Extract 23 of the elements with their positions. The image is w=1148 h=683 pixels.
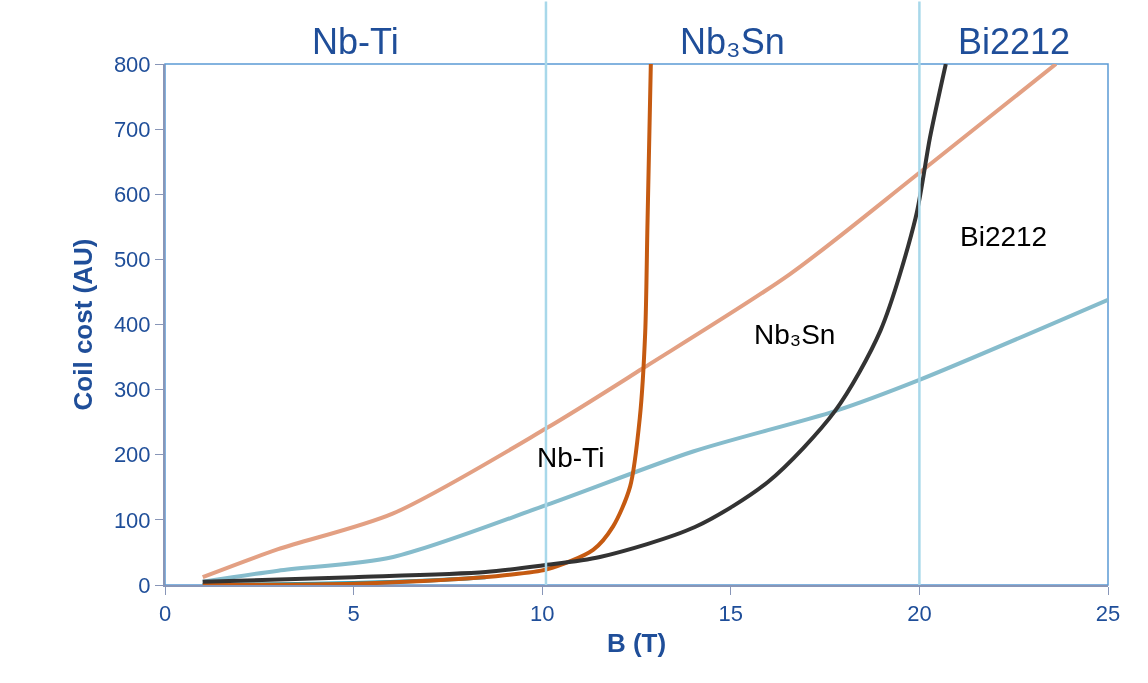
x-tick-label: 25 [1095,601,1121,627]
y-tick-label: 400 [113,312,151,338]
x-tick-label: 10 [529,601,555,627]
x-tick-label: 20 [907,601,932,627]
y-tick-label: 200 [113,442,151,468]
annotation: Nb-Ti [537,442,605,473]
x-tick-label: 0 [158,601,172,627]
annotation: Bi2212 [960,221,1048,252]
text: Bi2212 [958,21,1071,62]
y-tick-label: 0 [138,572,151,598]
y-tick-label: 100 [113,507,151,533]
y-tick-label: 500 [113,247,151,273]
x-tick-label: 15 [718,601,744,627]
x-tick-label: 5 [347,601,360,627]
text: Nb₃Sn [680,21,785,62]
text: Nb-Ti [312,21,399,62]
x-axis-title: B (T) [606,627,667,658]
y-tick-label: 700 [113,116,151,142]
y-tick-label: 600 [113,181,151,207]
y-axis-title: Coil cost (AU) [67,238,98,411]
annotation: Nb₃Sn [754,319,836,350]
y-tick-label: 300 [113,377,151,403]
y-tick-label: 800 [113,51,151,77]
